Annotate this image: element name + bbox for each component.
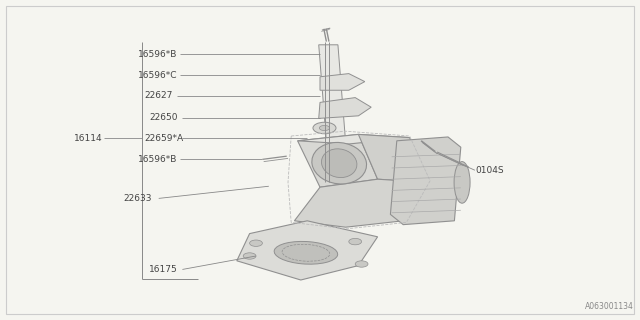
Circle shape [349, 238, 362, 245]
Polygon shape [294, 179, 428, 227]
Polygon shape [319, 45, 349, 182]
Text: 0104S: 0104S [476, 166, 504, 175]
Ellipse shape [321, 149, 357, 178]
Text: 16114: 16114 [74, 134, 102, 143]
Circle shape [243, 253, 256, 259]
Text: 22650: 22650 [149, 113, 178, 122]
Circle shape [355, 261, 368, 267]
Circle shape [250, 240, 262, 246]
Polygon shape [320, 74, 365, 90]
Polygon shape [298, 134, 378, 187]
Polygon shape [298, 134, 410, 144]
Polygon shape [237, 221, 378, 280]
Text: 16596*B: 16596*B [138, 50, 177, 59]
Text: 22627: 22627 [144, 92, 172, 100]
Text: A063001134: A063001134 [585, 302, 634, 311]
Text: 22659*A: 22659*A [144, 134, 183, 143]
Circle shape [313, 122, 336, 134]
Polygon shape [358, 134, 428, 182]
FancyBboxPatch shape [6, 6, 634, 314]
Text: 16596*B: 16596*B [138, 155, 177, 164]
Ellipse shape [454, 162, 470, 203]
Polygon shape [390, 137, 461, 225]
Ellipse shape [274, 241, 338, 264]
Text: 16175: 16175 [149, 265, 178, 274]
Text: 22633: 22633 [123, 194, 152, 203]
Text: 16596*C: 16596*C [138, 71, 177, 80]
Circle shape [319, 125, 330, 131]
Polygon shape [319, 98, 371, 118]
Ellipse shape [312, 142, 367, 184]
